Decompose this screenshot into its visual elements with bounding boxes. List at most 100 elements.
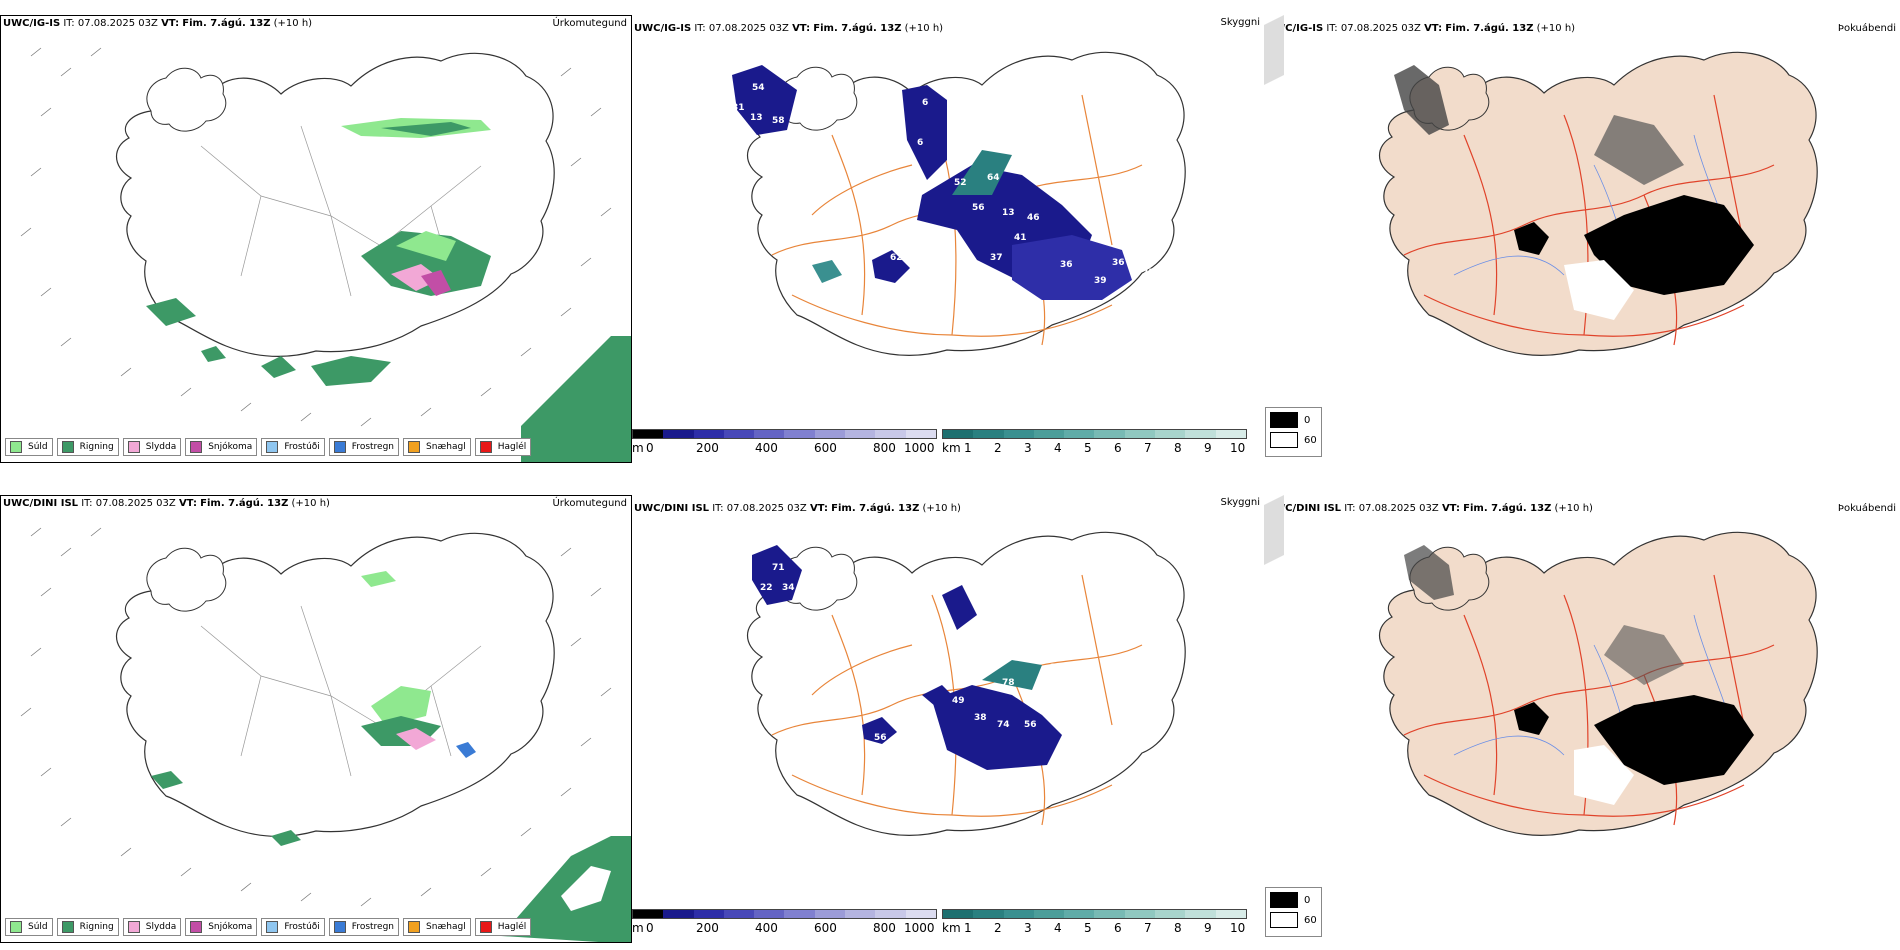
- precip-legend: Súld Rigning Slydda Snjókoma Frostúði Fr…: [5, 438, 532, 456]
- precip-legend: Súld Rigning Slydda Snjókoma Frostúði Fr…: [5, 918, 532, 936]
- cloud-number: 31: [732, 103, 745, 113]
- legend-item: Slydda: [122, 438, 182, 456]
- fog-legend-swatch: [1270, 912, 1298, 928]
- legend-swatch: [10, 441, 22, 453]
- visibility-map: 54 31 13 58 6 6 52 64 56 13 46 42 41 37 …: [702, 51, 1186, 388]
- legend-item: Súld: [5, 918, 53, 936]
- panel-title: Úrkomutegund: [552, 18, 627, 29]
- cloud-number: 56: [1024, 720, 1037, 730]
- legend-item: Snjókoma: [185, 438, 258, 456]
- panel-title: Skyggni: [1220, 17, 1260, 28]
- fog-legend-label: 60: [1304, 914, 1317, 926]
- cloud-number: 71: [772, 563, 785, 573]
- precip-map: [20, 527, 631, 942]
- legend-swatch: [127, 441, 140, 453]
- legend-item: Frostregn: [328, 438, 400, 456]
- cloud-number: 21: [1142, 268, 1155, 278]
- legend-swatch: [408, 921, 421, 933]
- visibility-map: 71 22 34 49 38 74 56 59 80 78 23 56: [746, 531, 1186, 837]
- fog-panel-row1: UWC/DINI ISL IT: 07.08.2025 03Z VT: Fim.…: [1264, 495, 1900, 943]
- cloud-number: 49: [952, 696, 965, 706]
- cloud-number: 13: [750, 113, 763, 123]
- fog-legend-label: 0: [1304, 414, 1311, 426]
- fog-legend: 0 60: [1265, 887, 1322, 937]
- legend-item: Frostregn: [328, 918, 400, 936]
- legend-item: Haglél: [474, 438, 532, 456]
- legend-item: Súld: [5, 438, 53, 456]
- fog-panel-row0: UWC/IG-IS IT: 07.08.2025 03Z VT: Fim. 7.…: [1264, 15, 1900, 463]
- cloud-number: 11: [902, 378, 915, 388]
- cloud-number: 54: [752, 83, 765, 93]
- cloud-number: 36: [1112, 258, 1125, 268]
- cloud-number: 36: [1060, 260, 1073, 270]
- fog-map: [1264, 15, 1818, 357]
- visibility-panel-row1: UWC/DINI ISL IT: 07.08.2025 03Z VT: Fim.…: [632, 495, 1264, 943]
- legend-swatch: [190, 441, 203, 453]
- legend-swatch: [266, 921, 279, 933]
- cloud-number: 39: [1094, 276, 1107, 286]
- cloud-colorbar: m 0 200 400 600 800 1000: [632, 909, 937, 939]
- cloud-number: 32: [782, 238, 795, 248]
- legend-swatch: [333, 441, 346, 453]
- cloud-number: 22: [760, 583, 773, 593]
- panel-header: UWC/DINI ISL IT: 07.08.2025 03Z VT: Fim.…: [1266, 503, 1593, 514]
- cloud-number: 11: [977, 318, 990, 328]
- cloud-number: 23: [1050, 663, 1063, 673]
- legend-item: Frostúði: [261, 918, 325, 936]
- cloud-number: 56: [972, 203, 985, 213]
- legend-swatch: [61, 441, 74, 453]
- cloud-number: 42: [922, 236, 935, 246]
- legend-swatch: [408, 441, 421, 453]
- panel-title: Úrkomutegund: [552, 498, 627, 509]
- fog-legend-label: 60: [1304, 434, 1317, 446]
- precip-panel-row0: UWC/IG-IS IT: 07.08.2025 03Z VT: Fim. 7.…: [0, 15, 632, 463]
- legend-swatch: [10, 921, 22, 933]
- cloud-number: 41: [1014, 233, 1027, 243]
- precip-areas: [146, 118, 631, 462]
- precip-panel-row1: UWC/DINI ISL IT: 07.08.2025 03Z VT: Fim.…: [0, 495, 632, 943]
- cloud-labels: 54 31 13 58 6 6 52 64 56 13 46 42 41 37 …: [702, 83, 1155, 388]
- cloud-number: 6: [917, 138, 923, 148]
- visibility-panel-row0: UWC/IG-IS IT: 07.08.2025 03Z VT: Fim. 7.…: [632, 15, 1264, 463]
- cloud-number: 46: [1027, 213, 1040, 223]
- panel-title: Þokuábendi: [1837, 503, 1896, 514]
- cloud-number: 6: [922, 98, 928, 108]
- legend-item: Snæhagl: [403, 918, 471, 936]
- cloud-number: 22: [702, 248, 715, 258]
- cloud-number: 58: [772, 116, 785, 126]
- fog-legend-swatch: [1270, 892, 1298, 908]
- fog-legend-swatch: [1270, 432, 1298, 448]
- fog-map: [1264, 495, 1818, 837]
- cloud-number: 62: [890, 253, 903, 263]
- legend-swatch: [61, 921, 74, 933]
- cloud-number: 34: [782, 583, 795, 593]
- legend-swatch: [127, 921, 140, 933]
- panel-header: UWC/DINI ISL IT: 07.08.2025 03Z VT: Fim.…: [3, 498, 330, 509]
- cloud-number: 37: [990, 253, 1003, 263]
- legend-item: Frostúði: [261, 438, 325, 456]
- cloud-number: 62: [894, 238, 907, 248]
- cloud-number: 13: [1002, 208, 1015, 218]
- visibility-colorbar: km 1 2 3 4 5 6 7 8 9 10: [942, 909, 1247, 939]
- cloud-number: 80: [1094, 723, 1107, 733]
- legend-item: Snæhagl: [403, 438, 471, 456]
- legend-swatch: [190, 921, 203, 933]
- cloud-number: 64: [987, 173, 1000, 183]
- fog-legend: 0 60: [1265, 407, 1322, 457]
- legend-item: Snjókoma: [185, 918, 258, 936]
- legend-swatch: [333, 921, 346, 933]
- fog-areas: [1264, 15, 1754, 320]
- cloud-number: 74: [997, 720, 1010, 730]
- cloud-areas: [752, 545, 1062, 770]
- panel-header: UWC/DINI ISL IT: 07.08.2025 03Z VT: Fim.…: [634, 503, 961, 514]
- legend-swatch: [266, 441, 279, 453]
- cloud-number: 56: [874, 733, 887, 743]
- panel-header: UWC/IG-IS IT: 07.08.2025 03Z VT: Fim. 7.…: [1266, 23, 1576, 34]
- legend-swatch: [479, 921, 492, 933]
- panel-title: Þokuábendi: [1837, 23, 1896, 34]
- precip-areas: [151, 571, 631, 942]
- panel-header: UWC/IG-IS IT: 07.08.2025 03Z VT: Fim. 7.…: [634, 23, 944, 34]
- fog-areas: [1264, 495, 1754, 805]
- fog-legend-swatch: [1270, 412, 1298, 428]
- cloud-labels: 71 22 34 49 38 74 56 59 80 78 23 56: [760, 563, 1107, 746]
